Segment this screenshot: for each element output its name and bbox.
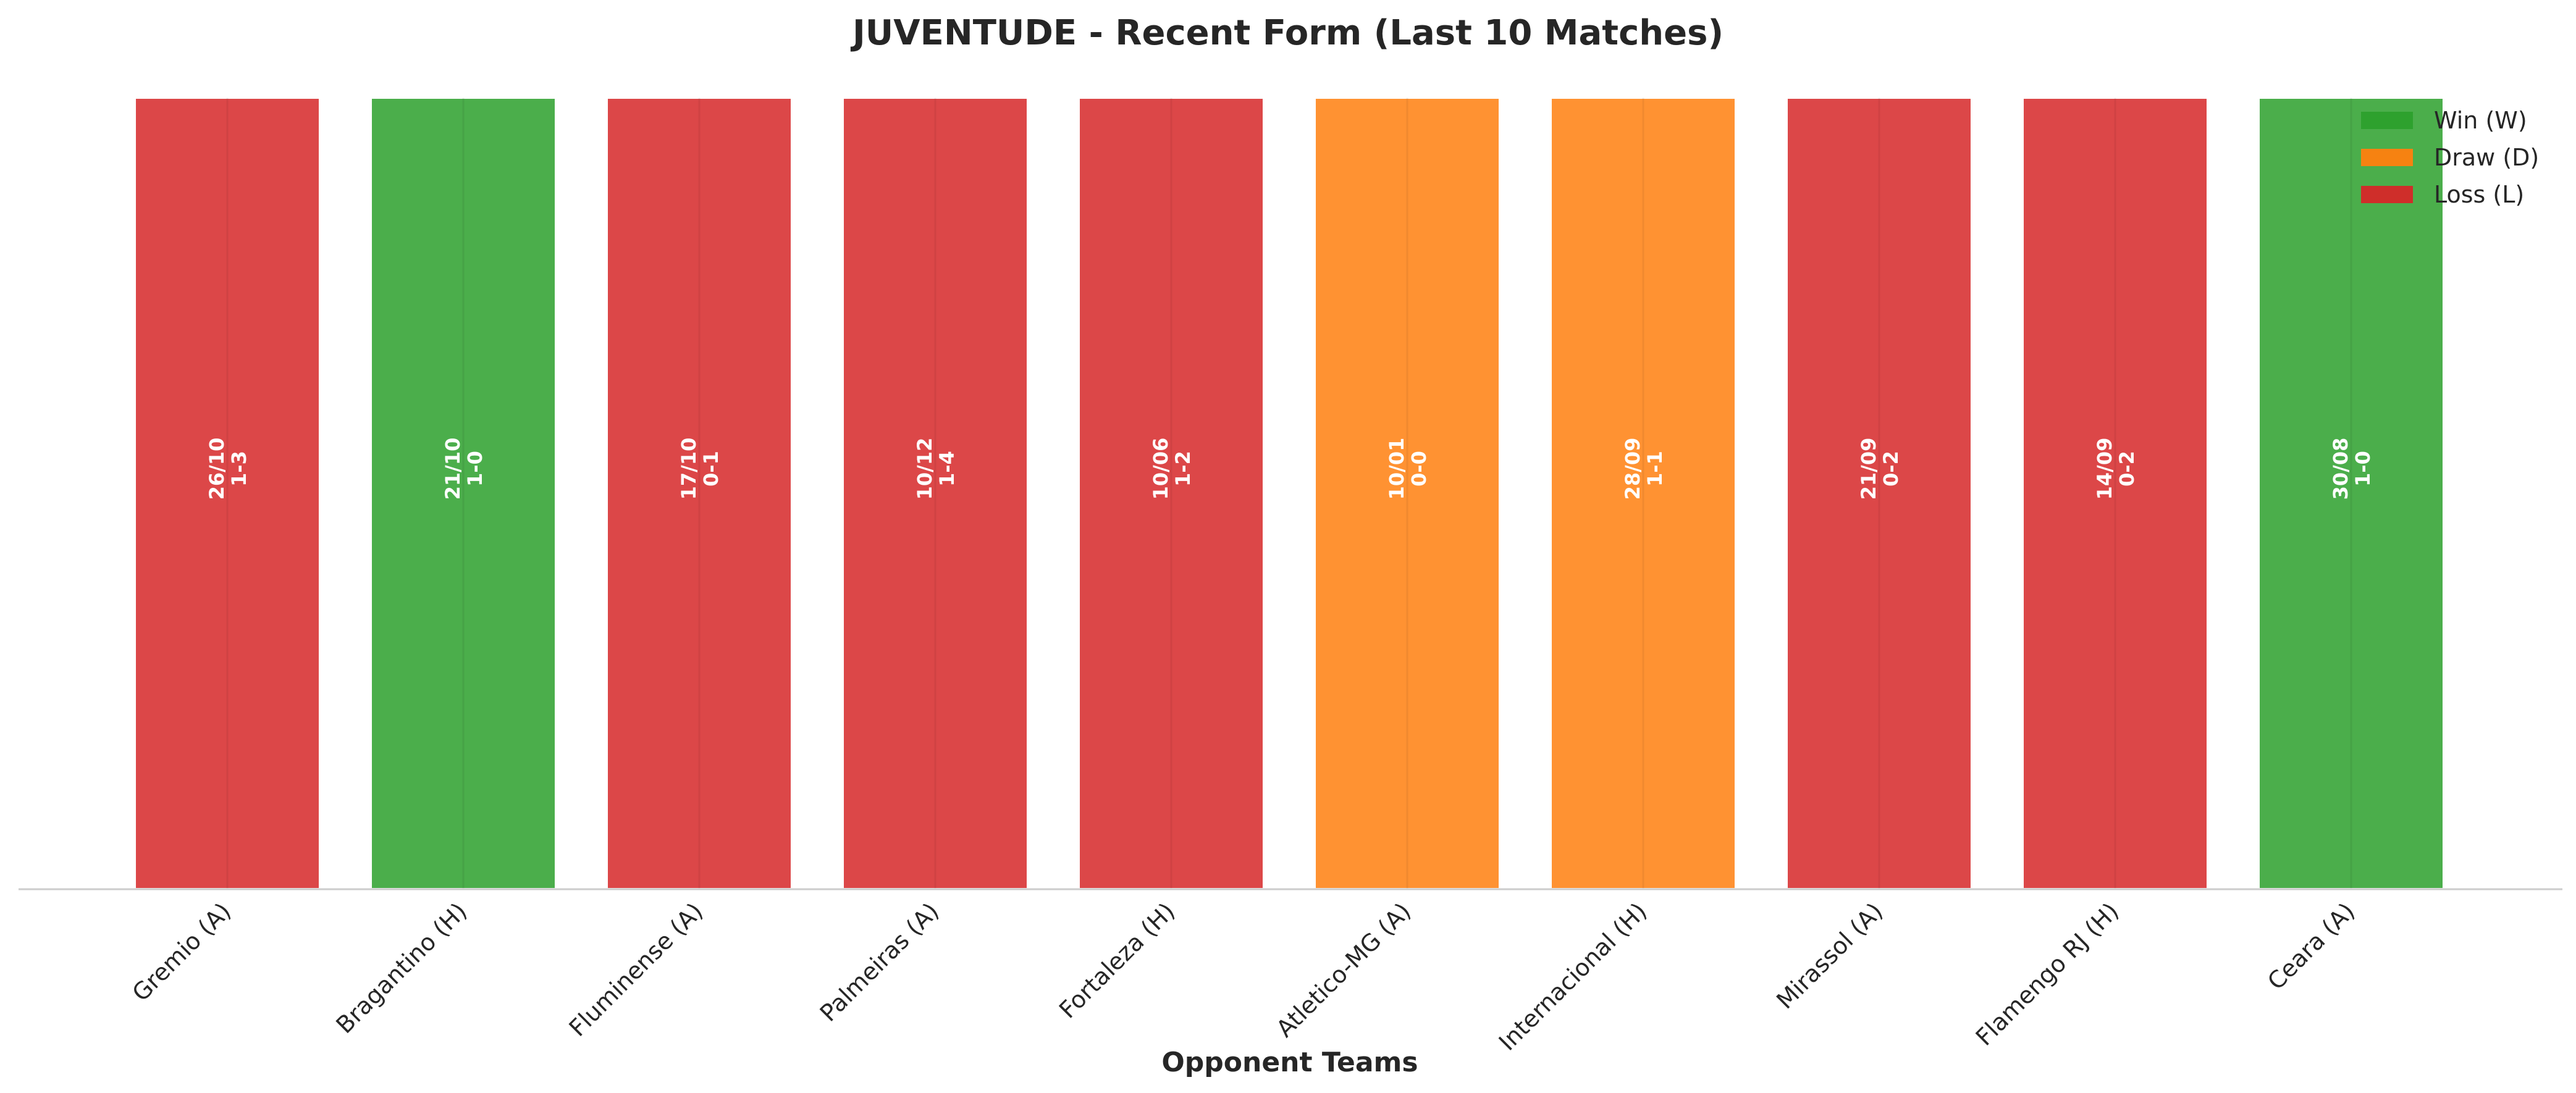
x-tick-label: Mirassol (A) bbox=[1771, 897, 1888, 1014]
bar bbox=[1313, 96, 1501, 890]
bar-date-label: 26/10 bbox=[205, 438, 229, 500]
chart-title: JUVENTUDE - Recent Form (Last 10 Matches… bbox=[850, 13, 1724, 53]
legend: Win (W) Draw (D) Loss (L) bbox=[2361, 107, 2539, 208]
legend-label: Win (W) bbox=[2434, 107, 2527, 134]
legend-swatch bbox=[2361, 186, 2413, 203]
bar-score-label: 1-0 bbox=[2351, 451, 2375, 487]
bar bbox=[1549, 96, 1737, 890]
bar-data-label: 30/081-0 bbox=[2329, 438, 2375, 500]
bar-data-label: 10/010-0 bbox=[1385, 438, 1431, 500]
bar-date-label: 14/09 bbox=[2093, 438, 2116, 500]
x-tick-label: Bragantino (H) bbox=[331, 897, 473, 1039]
bar-score-label: 1-2 bbox=[1171, 451, 1195, 487]
legend-swatch bbox=[2361, 112, 2413, 129]
bar bbox=[2257, 96, 2445, 890]
bar-score-label: 1-0 bbox=[463, 451, 487, 487]
x-tick-label: Palmeiras (A) bbox=[815, 897, 945, 1027]
bar-date-label: 17/10 bbox=[677, 438, 701, 500]
legend-label: Loss (L) bbox=[2434, 181, 2524, 208]
legend-label: Draw (D) bbox=[2434, 144, 2539, 171]
x-tick-label: Gremio (A) bbox=[127, 897, 236, 1007]
x-tick-label: Fortaleza (H) bbox=[1054, 897, 1180, 1023]
bar-data-label: 10/061-2 bbox=[1149, 438, 1195, 500]
bar bbox=[1077, 96, 1265, 890]
bar-score-label: 0-0 bbox=[1407, 451, 1431, 487]
bar bbox=[841, 96, 1029, 890]
x-tick-label: Flamengo RJ (H) bbox=[1971, 897, 2124, 1051]
bar-score-label: 0-2 bbox=[1879, 451, 1903, 487]
bar-data-label: 14/090-2 bbox=[2093, 438, 2139, 500]
bar-date-label: 21/09 bbox=[1857, 438, 1880, 500]
bar-data-label: 21/090-2 bbox=[1857, 438, 1903, 500]
bar-date-label: 10/01 bbox=[1385, 438, 1408, 500]
bar-data-label: 26/101-3 bbox=[205, 438, 251, 500]
bar bbox=[605, 96, 793, 890]
bar-score-label: 0-2 bbox=[2115, 451, 2139, 487]
bar-date-label: 10/06 bbox=[1149, 438, 1172, 500]
legend-swatch bbox=[2361, 149, 2413, 166]
x-tick-label: Fluminense (A) bbox=[564, 897, 709, 1042]
bar-data-label: 17/100-1 bbox=[677, 438, 723, 500]
bar-date-label: 28/09 bbox=[1621, 438, 1644, 500]
bar bbox=[133, 96, 321, 890]
bar-data-label: 21/101-0 bbox=[441, 438, 487, 500]
bar-date-label: 21/10 bbox=[441, 438, 465, 500]
bar-data-label: 28/091-1 bbox=[1621, 438, 1667, 500]
bar-score-label: 0-1 bbox=[699, 451, 723, 487]
x-tick-label: Ceara (A) bbox=[2262, 897, 2360, 995]
bar bbox=[369, 96, 557, 890]
bar-date-label: 30/08 bbox=[2329, 438, 2352, 500]
bar-date-label: 10/12 bbox=[913, 438, 937, 500]
x-tick-labels: Gremio (A) Bragantino (H) Fluminense (A) Pa… bbox=[127, 897, 2360, 1056]
bar-score-label: 1-4 bbox=[935, 451, 959, 487]
x-tick-label: Atletico-MG (A) bbox=[1271, 897, 1416, 1042]
bar-data-label: 10/121-4 bbox=[913, 438, 959, 500]
x-axis-label: Opponent Teams bbox=[1161, 1047, 1418, 1078]
x-tick-label: Internacional (H) bbox=[1494, 897, 1652, 1056]
bar-score-label: 1-3 bbox=[227, 451, 251, 487]
plot-area: 26/101-3 21/101-0 17/100-1 10/121-4 10/061-2… bbox=[133, 96, 2445, 890]
bar-score-label: 1-1 bbox=[1643, 451, 1667, 487]
